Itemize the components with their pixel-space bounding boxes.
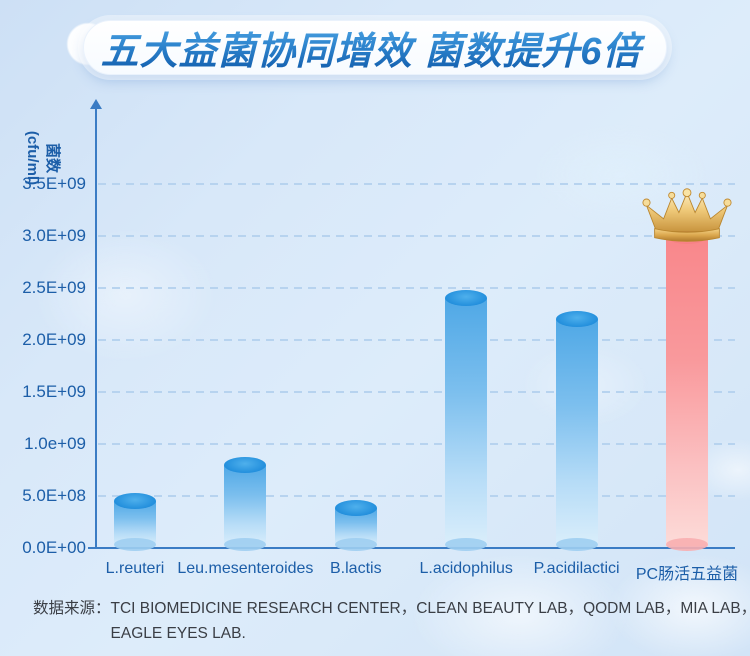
bar-bottom-ellipse	[114, 537, 156, 551]
bar-body	[224, 464, 267, 546]
bar-top-ellipse	[555, 311, 598, 328]
gridline	[98, 183, 735, 185]
x-tick-label: Leu.mesenteroides	[177, 560, 314, 577]
bar-top-ellipse	[334, 500, 377, 517]
data-source-line2: EAGLE EYES LAB.	[110, 625, 246, 642]
gridline	[98, 391, 735, 393]
bar-body	[555, 319, 598, 546]
x-tick-label: PC肠活五益菌	[635, 566, 739, 583]
y-tick-label: 5.0E+08	[22, 486, 86, 505]
bar-cylinder-2	[224, 456, 267, 551]
bar-body	[445, 298, 488, 546]
bar-top-ellipse	[114, 493, 156, 510]
bar-cylinder-4	[445, 290, 488, 551]
gridline	[98, 495, 735, 497]
y-axis-label-unit: (cfu/ml)	[24, 130, 41, 186]
bar-bottom-ellipse	[666, 538, 708, 551]
y-tick-label: 1.0e+09	[24, 434, 86, 453]
bar-bottom-ellipse	[445, 537, 488, 551]
y-axis	[95, 108, 97, 548]
data-source: 数据来源： TCI BIOMEDICINE RESEARCH CENTER，CL…	[33, 596, 750, 646]
gridline	[98, 287, 735, 289]
gridline	[98, 235, 735, 237]
bar-bottom-ellipse	[224, 537, 267, 551]
y-axis-label: 菌数 (cfu/ml)	[22, 98, 62, 218]
bar-top-ellipse	[224, 456, 267, 473]
x-tick-label: P.acidilactici	[533, 560, 620, 577]
x-axis	[88, 547, 735, 549]
y-tick-label: 0.0E+00	[22, 538, 86, 557]
bar-cylinder-6	[642, 188, 732, 551]
gridline	[98, 443, 735, 445]
y-tick-label: 2.0E+09	[22, 330, 86, 349]
y-tick-label: 3.0E+09	[22, 226, 86, 245]
y-tick-label: 2.5E+09	[22, 278, 86, 297]
bar-cylinder-1	[114, 493, 156, 551]
title-banner: 五大益菌协同增效 菌数提升6倍	[83, 20, 667, 75]
page-title: 五大益菌协同增效 菌数提升6倍	[101, 20, 650, 75]
bar-cylinder-5	[555, 311, 598, 551]
y-tick-label: 3.5E+09	[22, 174, 86, 193]
gridline	[98, 339, 735, 341]
y-axis-label-name: 菌数	[44, 142, 61, 173]
x-tick-label: B.lactis	[330, 560, 382, 577]
x-tick-label: L.reuteri	[105, 560, 165, 577]
data-source-label: 数据来源：	[33, 600, 111, 617]
y-axis-arrow-icon	[90, 99, 102, 109]
bar-body	[666, 236, 708, 546]
x-tick-label: L.acidophilus	[419, 560, 513, 577]
bar-bottom-ellipse	[555, 537, 598, 551]
bar-top-ellipse	[445, 290, 488, 307]
data-source-line1: TCI BIOMEDICINE RESEARCH CENTER，CLEAN BE…	[110, 600, 750, 617]
y-tick-label: 1.5E+09	[22, 382, 86, 401]
bar-cylinder-3	[334, 500, 377, 551]
crown-icon	[642, 188, 732, 242]
bar-bottom-ellipse	[334, 537, 377, 551]
